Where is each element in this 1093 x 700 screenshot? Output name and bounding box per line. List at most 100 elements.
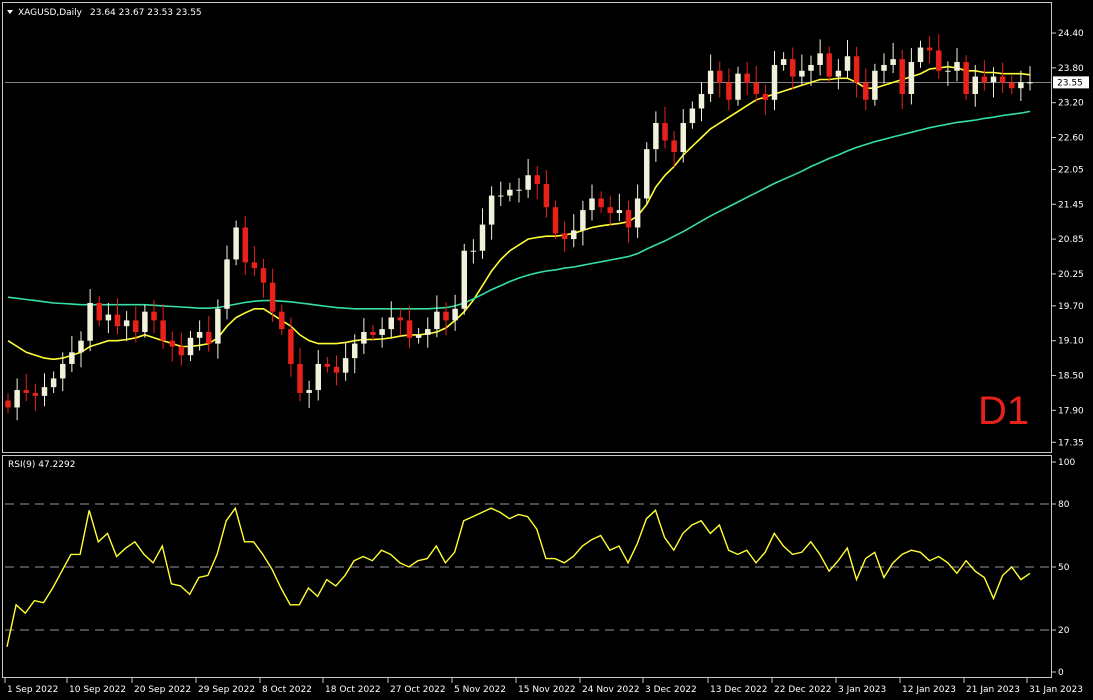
rsi-indicator: 100 80 50 20 0	[5, 458, 1075, 678]
candle-body	[698, 93, 705, 109]
x-axis: 1 Sep 2022 10 Sep 2022 20 Sep 2022 29 Sep 2…	[4, 678, 1083, 695]
price-tick-label: 20.25	[1058, 270, 1084, 280]
candle-body	[552, 207, 559, 234]
candle-body	[625, 210, 632, 228]
candle-body	[561, 233, 568, 240]
candle-body	[999, 76, 1006, 83]
candle-body	[580, 210, 586, 231]
candle-body	[415, 334, 422, 338]
candle-body	[589, 198, 595, 211]
candle-body	[881, 64, 887, 71]
time-tick-label: 15 Nov 2022	[518, 685, 576, 695]
price-tick-label: 18.50	[1058, 372, 1084, 382]
candle-body	[470, 250, 477, 252]
symbol-label: XAGUSD,Daily	[18, 8, 83, 18]
candle-body	[142, 311, 148, 332]
candle-body	[14, 390, 20, 408]
candle-body	[105, 314, 112, 321]
candle-body	[187, 337, 194, 356]
candle-body	[616, 210, 623, 213]
candle-body	[324, 363, 331, 367]
candle-body	[707, 70, 714, 94]
candle-body	[251, 262, 258, 269]
candle-body	[790, 59, 796, 77]
candle-body	[50, 378, 57, 388]
candle-body	[1018, 82, 1024, 89]
timeframe-watermark: D1	[978, 389, 1029, 433]
candle-body	[78, 340, 84, 353]
candle-body	[653, 123, 659, 150]
candle-body	[717, 70, 723, 83]
candle-body	[333, 366, 340, 373]
candle-body	[735, 73, 741, 100]
candle-body	[799, 70, 805, 77]
candle-body	[1027, 82, 1033, 84]
rsi-panel-frame	[2, 455, 1052, 678]
time-tick-label: 1 Sep 2022	[7, 685, 58, 695]
candles	[5, 34, 1033, 421]
candle-body	[680, 123, 686, 153]
candle-body	[963, 62, 969, 94]
candle-body	[233, 227, 239, 260]
candle-body	[352, 343, 358, 359]
candle-body	[96, 302, 102, 321]
candle-body	[279, 311, 285, 330]
candle-body	[461, 250, 467, 309]
price-tick-label: 17.90	[1058, 406, 1084, 416]
candle-body	[206, 331, 212, 344]
candle-body	[306, 390, 312, 393]
candle-body	[370, 331, 376, 335]
time-tick-label: 21 Jan 2023	[966, 685, 1020, 695]
candle-body	[607, 207, 613, 213]
candle-body	[434, 311, 440, 330]
candle-body	[133, 320, 139, 332]
rsi-tick-label: 50	[1058, 563, 1070, 573]
candle-body	[178, 346, 185, 356]
candle-body	[388, 317, 394, 330]
candle-body	[297, 363, 303, 393]
ohlc-values: 23.64 23.67 23.53 23.55	[90, 8, 202, 18]
rsi-label: RSI(9) 47.2292	[8, 460, 75, 470]
candle-body	[826, 53, 832, 77]
candle-body	[981, 76, 988, 83]
time-tick-label: 3 Dec 2022	[645, 685, 697, 695]
price-tick-label: 17.35	[1058, 438, 1084, 448]
price-tick-label: 23.80	[1058, 64, 1084, 74]
candle-body	[452, 308, 458, 321]
candle-body	[835, 70, 842, 77]
time-tick-label: 31 Jan 2023	[1029, 685, 1083, 695]
candle-body	[945, 70, 951, 72]
candle-body	[5, 400, 11, 408]
candle-body	[908, 62, 915, 94]
candle-body	[808, 64, 814, 71]
chart-header[interactable]: XAGUSD,Daily 23.64 23.67 23.53 23.55	[7, 8, 202, 18]
price-tick-label: 24.40	[1058, 29, 1084, 39]
candle-body	[479, 224, 486, 251]
candle-body	[242, 227, 248, 263]
candle-body	[844, 56, 851, 71]
candle-body	[926, 47, 933, 51]
candle-body	[634, 198, 641, 228]
price-tick-label: 23.20	[1058, 99, 1084, 109]
candle-body	[543, 183, 550, 208]
candle-body	[114, 314, 121, 327]
current-price-label: 23.55	[1057, 78, 1083, 88]
ma_slow-line	[7, 110, 1031, 310]
candle-body	[32, 392, 39, 396]
candle-body	[507, 189, 513, 196]
candle-body	[160, 320, 166, 341]
time-tick-label: 12 Jan 2023	[902, 685, 956, 695]
rsi-tick-label: 80	[1058, 500, 1070, 510]
candle-body	[260, 268, 267, 283]
candle-body	[762, 93, 769, 100]
candle-body	[571, 230, 577, 240]
dropdown-triangle-icon[interactable]	[7, 10, 13, 14]
rsi-tick-label: 100	[1058, 458, 1075, 468]
candle-body	[598, 198, 604, 208]
price-panel-frame	[2, 2, 1052, 453]
price-tick-label: 19.70	[1058, 302, 1084, 312]
time-tick-label: 3 Jan 2023	[838, 685, 886, 695]
time-tick-label: 18 Oct 2022	[325, 685, 381, 695]
candle-body	[123, 320, 130, 327]
